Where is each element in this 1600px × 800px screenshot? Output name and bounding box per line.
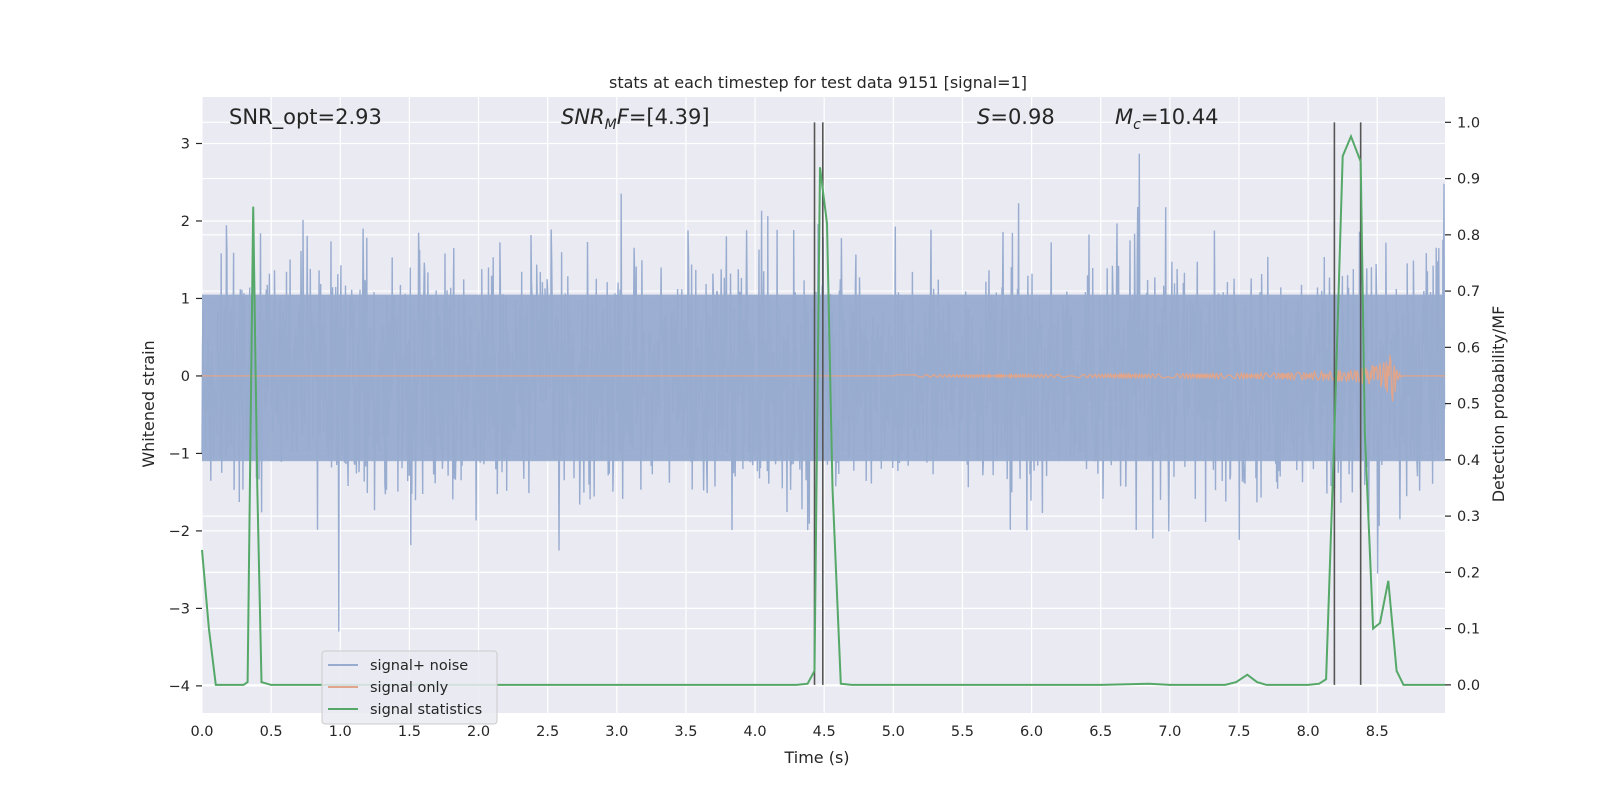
mc-subscript: c <box>1133 117 1141 133</box>
x-tick-label: 2.5 <box>536 724 559 740</box>
x-tick-label: 5.0 <box>882 724 905 740</box>
y-left-tick-label: 2 <box>181 214 190 230</box>
y-left-tick-label: −3 <box>169 601 190 617</box>
legend-label-signal-statistics: signal statistics <box>370 702 482 718</box>
x-tick-label: 8.5 <box>1366 724 1389 740</box>
x-tick-label: 6.5 <box>1089 724 1112 740</box>
y-right-tick-label: 0.4 <box>1457 453 1480 469</box>
legend: signal+ noise signal only signal statist… <box>321 650 498 725</box>
y-right-tick-label: 0.8 <box>1457 228 1480 244</box>
s-value: =0.98 <box>990 105 1054 129</box>
x-tick-label: 1.5 <box>398 724 421 740</box>
mc-symbol: M <box>1115 105 1133 129</box>
y-left-tick-label: −2 <box>169 524 190 540</box>
y-axis-right-ticks: 0.0 0.1 0.2 0.3 0.4 0.5 0.6 0.7 0.8 0.9 1.0 <box>1445 115 1480 694</box>
y-left-tick-label: 3 <box>181 136 190 152</box>
y-left-tick-label: −4 <box>169 679 190 695</box>
s-symbol: S <box>977 105 990 129</box>
x-tick-label: 0.0 <box>190 724 213 740</box>
x-axis-label: Time (s) <box>783 748 849 767</box>
y-left-tick-label: −1 <box>169 446 190 462</box>
x-tick-label: 3.0 <box>605 724 628 740</box>
x-tick-label: 5.5 <box>951 724 974 740</box>
y-right-tick-label: 0.0 <box>1457 678 1480 694</box>
signal-statistics-line <box>201 133 1445 686</box>
x-tick-label: 3.5 <box>674 724 697 740</box>
y-right-tick-label: 1.0 <box>1457 115 1480 131</box>
y-axis-left-ticks: −4 −3 −2 −1 0 1 2 3 <box>169 136 202 695</box>
y-right-tick-label: 0.9 <box>1457 172 1480 188</box>
y-right-tick-label: 0.3 <box>1457 509 1480 525</box>
chart-title: stats at each timestep for test data 915… <box>609 73 1027 92</box>
snr-mf-annotation: SNRMF=[4.39] <box>561 105 710 133</box>
y-right-tick-label: 0.2 <box>1457 565 1480 581</box>
y-axis-left-label: Whitened strain <box>139 340 158 467</box>
x-tick-label: 7.0 <box>1158 724 1181 740</box>
x-axis-ticks: 0.0 0.5 1.0 1.5 2.0 2.5 3.0 3.5 4.0 4.5 5.0 5.5 6.0 6… <box>190 724 1388 740</box>
legend-frame <box>321 650 498 725</box>
legend-label-signal-noise: signal+ noise <box>370 658 468 674</box>
y-right-tick-label: 0.5 <box>1457 397 1480 413</box>
snr-mf-symbol: SNR <box>561 105 605 129</box>
snr-mf-subscript: M <box>605 117 617 133</box>
x-tick-label: 4.5 <box>813 724 836 740</box>
signal-statistics-series <box>201 133 1445 686</box>
snr-opt-annotation: SNR_opt=2.93 <box>229 105 382 130</box>
x-tick-label: 1.0 <box>329 724 352 740</box>
x-tick-label: 4.0 <box>744 724 767 740</box>
x-tick-label: 0.5 <box>260 724 283 740</box>
s-annotation: S=0.98 <box>977 105 1055 129</box>
y-right-tick-label: 0.7 <box>1457 284 1480 300</box>
x-tick-label: 2.0 <box>467 724 490 740</box>
y-left-tick-label: 0 <box>181 369 190 385</box>
y-left-tick-label: 1 <box>181 291 190 307</box>
mc-annotation: Mc=10.44 <box>1115 105 1219 133</box>
y-right-tick-label: 0.6 <box>1457 340 1480 356</box>
legend-label-signal-only: signal only <box>370 680 449 696</box>
snr-mf-symbol-2: F <box>617 105 630 129</box>
y-right-tick-label: 0.1 <box>1457 622 1480 638</box>
x-tick-label: 8.0 <box>1297 724 1320 740</box>
x-tick-label: 6.0 <box>1020 724 1043 740</box>
x-tick-label: 7.5 <box>1227 724 1250 740</box>
y-axis-right-label: Detection probability/MF <box>1489 306 1508 503</box>
snr-mf-value: =[4.39] <box>629 105 710 129</box>
mc-value: =10.44 <box>1141 105 1219 129</box>
